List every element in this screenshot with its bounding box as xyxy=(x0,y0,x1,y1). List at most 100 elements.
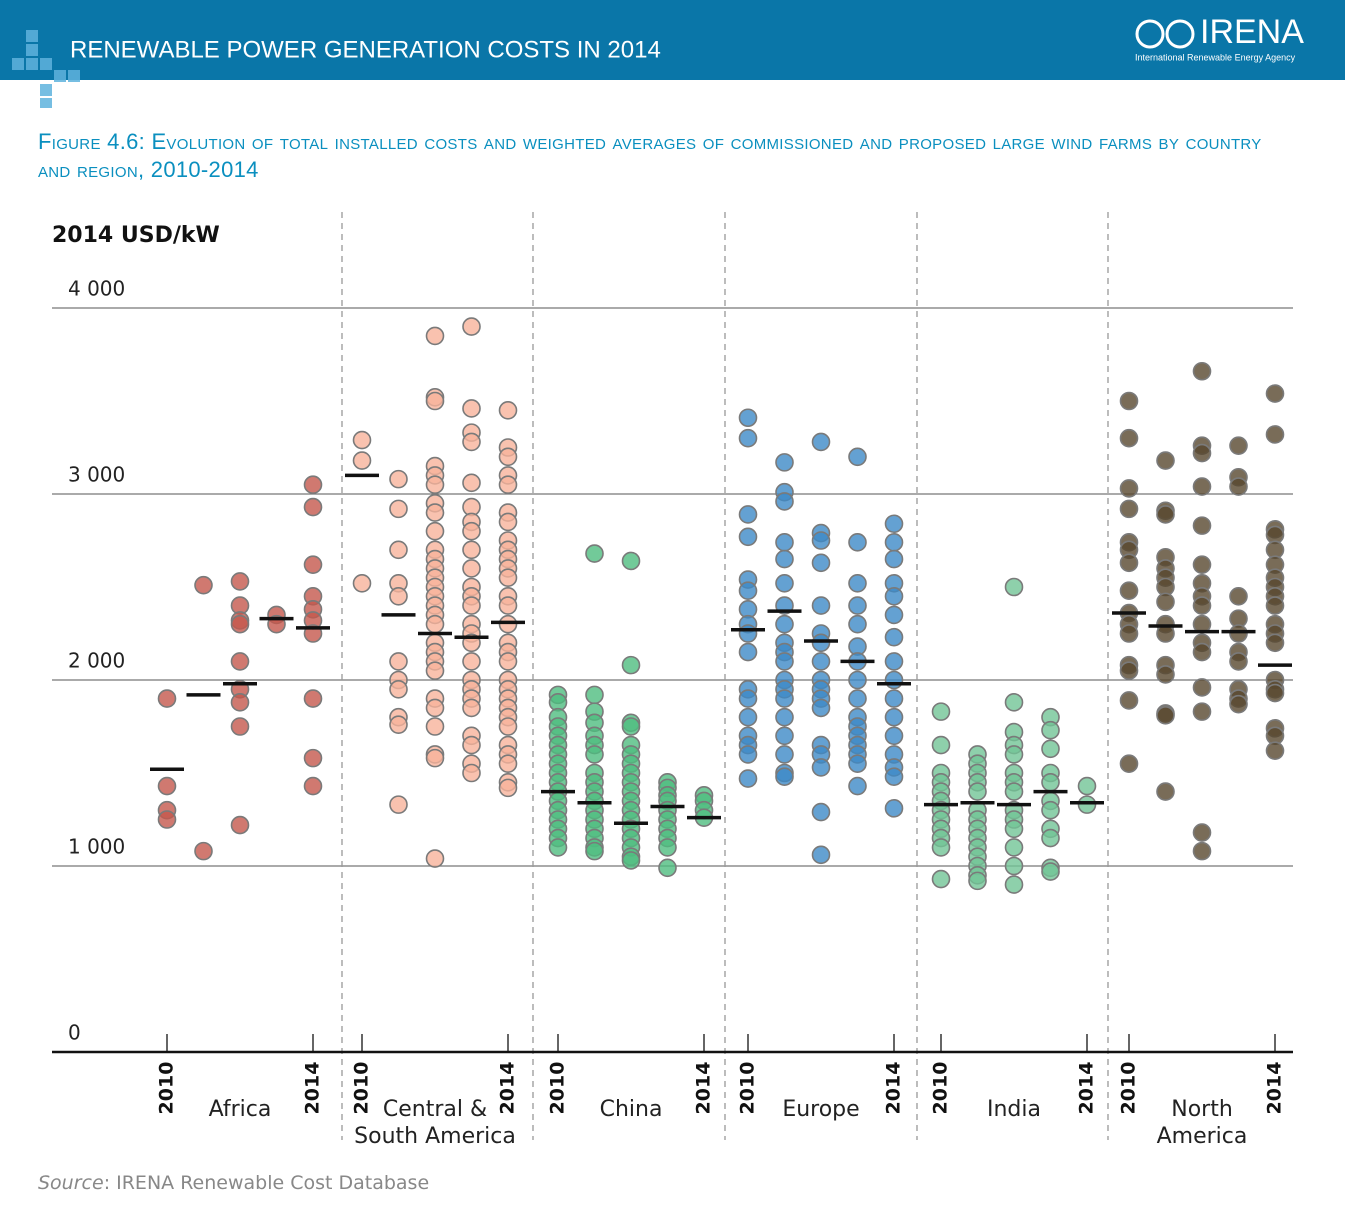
data-point xyxy=(462,559,481,578)
year-label: 2014 xyxy=(497,1062,519,1115)
data-point xyxy=(303,555,323,574)
data-point xyxy=(1229,624,1248,643)
data-point xyxy=(352,430,372,450)
data-point xyxy=(462,317,481,336)
data-point xyxy=(1041,862,1060,881)
data-point xyxy=(389,715,408,734)
data-point xyxy=(462,596,481,615)
data-point xyxy=(1041,720,1060,740)
data-point xyxy=(738,769,758,788)
data-point xyxy=(738,624,758,643)
data-point xyxy=(775,707,794,727)
header-decoration xyxy=(12,30,80,108)
logo: IRENA xyxy=(1200,13,1304,51)
data-point xyxy=(811,845,831,865)
data-point xyxy=(230,693,250,712)
data-point xyxy=(585,745,604,764)
year-label: 2014 xyxy=(1264,1062,1286,1115)
data-point xyxy=(884,627,904,647)
data-point xyxy=(658,838,677,857)
data-point xyxy=(1229,586,1248,606)
data-point xyxy=(462,652,481,671)
data-point xyxy=(425,326,445,346)
data-point xyxy=(585,544,604,563)
group-label: North xyxy=(1171,1097,1233,1122)
data-point xyxy=(1156,782,1175,801)
group-label: India xyxy=(987,1097,1041,1122)
data-point xyxy=(157,689,177,708)
data-point xyxy=(1192,596,1212,615)
data-point xyxy=(884,586,904,606)
data-point xyxy=(498,778,518,798)
data-point xyxy=(1192,361,1212,381)
data-point xyxy=(230,572,250,591)
data-point xyxy=(884,533,904,552)
data-point xyxy=(738,581,758,601)
data-point xyxy=(1229,436,1248,455)
data-point xyxy=(303,475,323,495)
year-label: 2014 xyxy=(693,1062,715,1115)
data-point xyxy=(498,568,518,588)
data-point xyxy=(775,573,794,593)
data-point xyxy=(352,451,372,470)
data-point xyxy=(811,652,831,671)
data-point xyxy=(1156,706,1175,725)
data-point xyxy=(884,514,904,534)
data-point xyxy=(811,698,831,718)
data-point xyxy=(1265,633,1285,653)
data-point xyxy=(498,512,518,532)
data-point xyxy=(1265,384,1285,403)
data-point xyxy=(848,754,867,774)
data-point xyxy=(389,652,408,671)
data-point xyxy=(425,849,445,868)
source-note: Source: IRENA Renewable Cost Database xyxy=(38,1172,429,1194)
data-point xyxy=(884,799,904,818)
data-point xyxy=(498,447,518,467)
data-point xyxy=(462,698,481,718)
data-point xyxy=(811,553,831,573)
data-point xyxy=(848,614,867,634)
data-point xyxy=(1041,800,1060,820)
data-point xyxy=(931,838,951,857)
data-point xyxy=(621,551,641,571)
y-tick-label: 1 000 xyxy=(68,835,125,859)
data-point xyxy=(738,527,758,547)
data-point xyxy=(931,702,951,721)
data-point xyxy=(425,661,445,681)
logo-globe xyxy=(1135,19,1195,49)
data-point xyxy=(425,698,445,718)
data-point xyxy=(775,492,794,511)
data-point xyxy=(425,521,445,541)
data-point xyxy=(462,432,481,452)
year-label: 2010 xyxy=(156,1062,178,1115)
data-point xyxy=(738,689,758,708)
data-point xyxy=(738,408,758,428)
data-point xyxy=(1156,592,1175,612)
data-point xyxy=(425,503,445,522)
data-point xyxy=(157,776,177,796)
data-point xyxy=(389,795,408,814)
y-tick-label: 2 000 xyxy=(68,649,125,673)
data-point xyxy=(1004,693,1024,712)
data-point xyxy=(1041,828,1060,848)
year-label: 2010 xyxy=(930,1062,952,1115)
data-point xyxy=(811,596,831,615)
data-point xyxy=(425,614,445,634)
data-point xyxy=(585,685,604,705)
data-point xyxy=(303,748,323,768)
y-axis-title: 2014 USD/kW xyxy=(52,223,220,248)
data-point xyxy=(1004,782,1024,801)
data-point xyxy=(1192,702,1212,721)
data-point xyxy=(1119,499,1139,519)
data-point xyxy=(738,745,758,764)
data-point xyxy=(352,573,372,593)
data-point xyxy=(1004,745,1024,764)
data-point xyxy=(230,614,250,634)
data-point xyxy=(1004,838,1024,857)
data-point xyxy=(498,596,518,615)
y-tick-label: 0 xyxy=(68,1021,81,1045)
data-point xyxy=(884,726,904,746)
data-point xyxy=(389,679,408,699)
data-point xyxy=(1265,596,1285,615)
